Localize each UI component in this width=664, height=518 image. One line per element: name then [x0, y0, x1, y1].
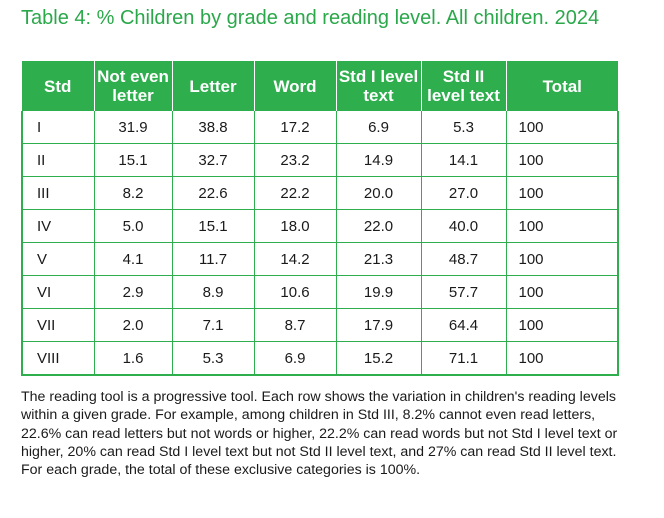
cell-letter: 32.7 — [172, 143, 255, 177]
header-not-even-letter: Not even letter — [94, 61, 173, 111]
cell-letter: 38.8 — [172, 111, 255, 144]
cell-letter: 15.1 — [172, 209, 255, 243]
header-std-i-level-text: Std I level text — [336, 61, 422, 111]
cell-std-i-level-text: 14.9 — [336, 143, 422, 177]
table-row: VI 2.9 8.9 10.6 19.9 57.7 100 — [21, 275, 619, 309]
cell-std-ii-level-text: 5.3 — [421, 111, 507, 144]
cell-total: 100 — [506, 242, 619, 276]
cell-std: V — [21, 242, 95, 276]
cell-std: VII — [21, 308, 95, 342]
header-letter: Letter — [172, 61, 255, 111]
cell-total: 100 — [506, 308, 619, 342]
table-row: VIII 1.6 5.3 6.9 15.2 71.1 100 — [21, 341, 619, 376]
cell-word: 17.2 — [254, 111, 337, 144]
cell-not-even-letter: 5.0 — [94, 209, 173, 243]
cell-std: III — [21, 176, 95, 210]
cell-not-even-letter: 8.2 — [94, 176, 173, 210]
cell-word: 22.2 — [254, 176, 337, 210]
cell-std-ii-level-text: 27.0 — [421, 176, 507, 210]
header-total: Total — [506, 61, 618, 111]
cell-letter: 5.3 — [172, 341, 255, 376]
cell-word: 14.2 — [254, 242, 337, 276]
table-header-row: Std Not even letter Letter Word Std I le… — [22, 61, 618, 111]
cell-word: 23.2 — [254, 143, 337, 177]
reading-level-table: Std Not even letter Letter Word Std I le… — [21, 61, 619, 376]
cell-not-even-letter: 1.6 — [94, 341, 173, 376]
cell-total: 100 — [506, 341, 619, 376]
cell-std: VI — [21, 275, 95, 309]
table-note: The reading tool is a progressive tool. … — [21, 389, 618, 479]
cell-word: 10.6 — [254, 275, 337, 309]
cell-std-ii-level-text: 71.1 — [421, 341, 507, 376]
cell-total: 100 — [506, 176, 619, 210]
cell-not-even-letter: 15.1 — [94, 143, 173, 177]
cell-std-i-level-text: 21.3 — [336, 242, 422, 276]
table-title: Table 4: % Children by grade and reading… — [21, 7, 600, 29]
table-row: VII 2.0 7.1 8.7 17.9 64.4 100 — [21, 308, 619, 342]
cell-std-ii-level-text: 64.4 — [421, 308, 507, 342]
cell-word: 8.7 — [254, 308, 337, 342]
header-std: Std — [22, 61, 95, 111]
cell-std-i-level-text: 6.9 — [336, 111, 422, 144]
cell-word: 6.9 — [254, 341, 337, 376]
table-row: II 15.1 32.7 23.2 14.9 14.1 100 — [21, 143, 619, 177]
cell-std: II — [21, 143, 95, 177]
cell-letter: 7.1 — [172, 308, 255, 342]
cell-total: 100 — [506, 143, 619, 177]
cell-total: 100 — [506, 275, 619, 309]
cell-letter: 8.9 — [172, 275, 255, 309]
cell-not-even-letter: 2.9 — [94, 275, 173, 309]
cell-std: IV — [21, 209, 95, 243]
cell-letter: 11.7 — [172, 242, 255, 276]
cell-total: 100 — [506, 209, 619, 243]
cell-not-even-letter: 31.9 — [94, 111, 173, 144]
cell-std-ii-level-text: 14.1 — [421, 143, 507, 177]
cell-std-ii-level-text: 40.0 — [421, 209, 507, 243]
cell-std-i-level-text: 15.2 — [336, 341, 422, 376]
cell-std-i-level-text: 17.9 — [336, 308, 422, 342]
cell-std-i-level-text: 22.0 — [336, 209, 422, 243]
table-row: V 4.1 11.7 14.2 21.3 48.7 100 — [21, 242, 619, 276]
cell-not-even-letter: 2.0 — [94, 308, 173, 342]
cell-std: VIII — [21, 341, 95, 376]
table-row: III 8.2 22.6 22.2 20.0 27.0 100 — [21, 176, 619, 210]
table-row: IV 5.0 15.1 18.0 22.0 40.0 100 — [21, 209, 619, 243]
table-row: I 31.9 38.8 17.2 6.9 5.3 100 — [21, 111, 619, 144]
cell-not-even-letter: 4.1 — [94, 242, 173, 276]
cell-std-ii-level-text: 57.7 — [421, 275, 507, 309]
cell-std-i-level-text: 20.0 — [336, 176, 422, 210]
header-word: Word — [254, 61, 337, 111]
header-std-ii-level-text: Std II level text — [421, 61, 507, 111]
cell-std-i-level-text: 19.9 — [336, 275, 422, 309]
cell-word: 18.0 — [254, 209, 337, 243]
cell-letter: 22.6 — [172, 176, 255, 210]
cell-std-ii-level-text: 48.7 — [421, 242, 507, 276]
cell-total: 100 — [506, 111, 619, 144]
cell-std: I — [21, 111, 95, 144]
